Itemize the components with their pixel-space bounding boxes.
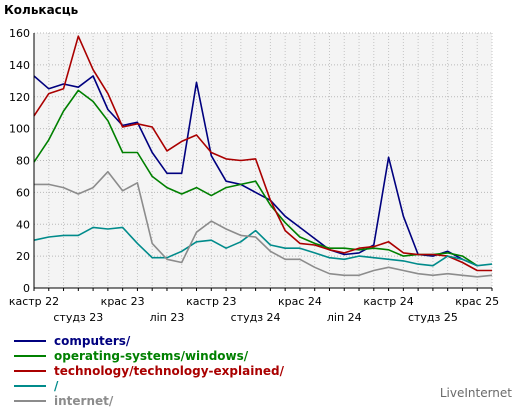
x-tick-label: студз 24	[231, 311, 281, 324]
legend-label: /	[54, 379, 59, 393]
series-line-2	[33, 89, 478, 267]
legend-swatch	[14, 384, 46, 387]
y-axis-title: Колькасць	[4, 3, 79, 17]
axes	[33, 33, 493, 291]
y-tick-label: 80	[16, 155, 30, 168]
brand-label: LiveInternet	[439, 386, 512, 400]
legend-label: operating-systems/windows/	[54, 349, 249, 363]
series-line-1	[33, 75, 478, 267]
y-tick-label: 0	[23, 282, 30, 295]
y-tick-label: 100	[9, 123, 30, 136]
x-tick-label: ліп 24	[327, 311, 362, 324]
y-tick-label: 120	[9, 91, 30, 104]
legend: computers/operating-systems/windows/tech…	[14, 334, 284, 409]
x-tick-label: крас 25	[455, 295, 499, 308]
legend-label: technology/technology-explained/	[54, 364, 284, 378]
legend-swatch	[14, 369, 46, 372]
series-line-5	[34, 170, 493, 278]
x-tick-label: студз 23	[53, 311, 103, 324]
y-tick-label: 160	[9, 27, 30, 40]
series-layer	[33, 35, 493, 278]
tick-labels: 0 20 40 60 80 100 120 140 160 кастр 22 студз 23 кра…	[9, 27, 499, 324]
legend-item: /	[14, 379, 284, 394]
legend-item: computers/	[14, 334, 284, 349]
legend-item: operating-systems/windows/	[14, 349, 284, 364]
line-chart: Колькасць 0 20 40 60 80 100 120 140 160 кастр 22 с…	[4, 3, 499, 324]
legend-swatch	[14, 354, 46, 357]
y-tick-label: 140	[9, 59, 30, 72]
legend-item: internet/	[14, 394, 284, 409]
y-tick-label: 40	[16, 218, 30, 231]
legend-label: computers/	[54, 334, 131, 348]
y-tick-label: 20	[16, 250, 30, 263]
x-tick-label: кастр 22	[9, 295, 59, 308]
x-tick-label: крас 24	[278, 295, 322, 308]
y-tick-label: 60	[16, 186, 30, 199]
x-tick-label: кастр 24	[363, 295, 413, 308]
legend-item: technology/technology-explained/	[14, 364, 284, 379]
series-line-3	[33, 35, 492, 272]
series-line-4	[33, 226, 493, 267]
x-tick-label: студз 25	[408, 311, 458, 324]
legend-label: internet/	[54, 394, 114, 408]
x-tick-label: крас 23	[101, 295, 145, 308]
legend-swatch	[14, 399, 46, 402]
x-tick-label: кастр 23	[186, 295, 236, 308]
legend-swatch	[14, 339, 46, 342]
x-tick-label: ліп 23	[150, 311, 185, 324]
